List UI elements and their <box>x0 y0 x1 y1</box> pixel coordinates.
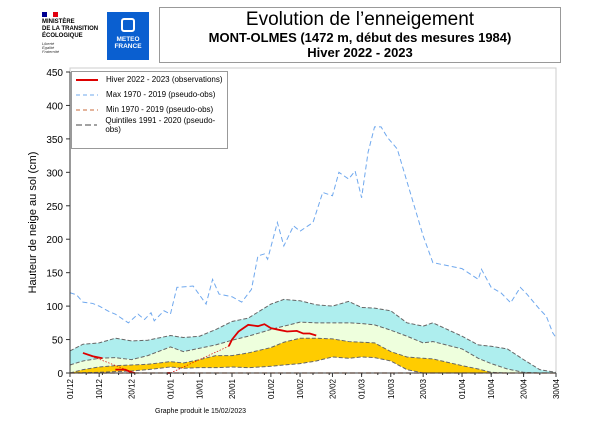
french-flag-icon <box>42 12 58 17</box>
band-q3-q4 <box>70 299 556 373</box>
chart-subtitle: MONT-OLMES (1472 m, début des mesures 19… <box>208 30 512 45</box>
x-tick-label: 10/12 <box>95 378 104 399</box>
obs-line <box>82 352 103 360</box>
legend-label: Min 1970 - 2019 (pseudo-obs) <box>106 105 214 114</box>
max-line <box>69 126 557 338</box>
logo-text: FRANCE <box>114 43 142 50</box>
legend-item-max: Max 1970 - 2019 (pseudo-obs) <box>72 87 227 102</box>
motto-line: Fraternité <box>42 49 60 54</box>
y-tick-label: 0 <box>57 369 63 380</box>
x-tick-label: 10/03 <box>387 378 396 399</box>
meteo-france-logo: METEO FRANCE <box>107 12 149 60</box>
x-tick-label: 20/03 <box>419 378 428 399</box>
legend-item-min: Min 1970 - 2019 (pseudo-obs) <box>72 102 227 117</box>
x-tick-label: 20/12 <box>128 378 137 399</box>
y-tick-label: 350 <box>46 135 63 146</box>
ministry-line: ÉCOLOGIQUE <box>42 33 83 39</box>
legend-label: Max 1970 - 2019 (pseudo-obs) <box>106 90 216 99</box>
title-box: Evolution de l’enneigement MONT-OLMES (1… <box>159 7 561 63</box>
x-tick-label: 01/12 <box>66 378 75 399</box>
chart-season: Hiver 2022 - 2023 <box>307 45 413 60</box>
x-tick-label: 10/04 <box>487 378 496 399</box>
x-tick-label: 01/01 <box>166 378 175 399</box>
x-tick-label: 30/04 <box>552 378 561 399</box>
y-tick-label: 100 <box>46 302 63 313</box>
motto-line: Liberté <box>42 41 55 46</box>
x-tick-label: 20/01 <box>228 378 237 399</box>
x-tick-label: 01/03 <box>358 378 367 399</box>
motto-line: Égalité <box>42 45 55 50</box>
legend-item-quintiles: Quintiles 1991 - 2020 (pseudo-obs) <box>72 115 227 134</box>
quintile-line-q1 <box>69 356 556 374</box>
legend: Hiver 2022 - 2023 (observations) Max 197… <box>71 71 228 149</box>
y-tick-label: 50 <box>52 336 64 347</box>
x-tick-label: 01/02 <box>267 378 276 399</box>
y-tick-label: 250 <box>46 202 63 213</box>
quintile-line-q4 <box>69 298 557 373</box>
quintile-line-q2 <box>69 337 556 374</box>
y-tick-label: 300 <box>46 168 63 179</box>
x-tick-label: 20/04 <box>520 378 529 399</box>
y-axis-label: Hauteur de neige au sol (cm) <box>27 152 39 294</box>
x-tick-label: 01/04 <box>458 378 467 399</box>
logo-text: METEO <box>116 36 140 43</box>
y-tick-label: 200 <box>46 235 63 246</box>
x-tick-label: 20/02 <box>328 378 337 399</box>
legend-item-obs: Hiver 2022 - 2023 (observations) <box>72 72 227 87</box>
x-tick-label: 10/01 <box>196 378 205 399</box>
band-q2-q3 <box>70 322 556 373</box>
y-tick-label: 150 <box>46 269 63 280</box>
quintile-line-q3 <box>69 321 556 374</box>
ministry-logo: MINISTÈRE DE LA TRANSITION ÉCOLOGIQUE Li… <box>42 12 106 54</box>
legend-label: Quintiles 1991 - 2020 (pseudo-obs) <box>105 115 216 134</box>
footer-note: Graphe produit le 15/02/2023 <box>155 408 247 415</box>
y-tick-label: 450 <box>46 68 63 79</box>
ministry-line: DE LA TRANSITION <box>42 26 99 32</box>
legend-label: Hiver 2022 - 2023 (observations) <box>106 75 223 84</box>
ministry-line: MINISTÈRE <box>42 19 75 25</box>
x-tick-label: 10/02 <box>296 378 305 399</box>
obs-line <box>227 323 317 347</box>
meteo-france-icon <box>121 18 135 32</box>
y-tick-label: 400 <box>46 101 63 112</box>
chart-title: Evolution de l’enneigement <box>245 9 475 30</box>
band-q1-q2 <box>70 338 556 373</box>
